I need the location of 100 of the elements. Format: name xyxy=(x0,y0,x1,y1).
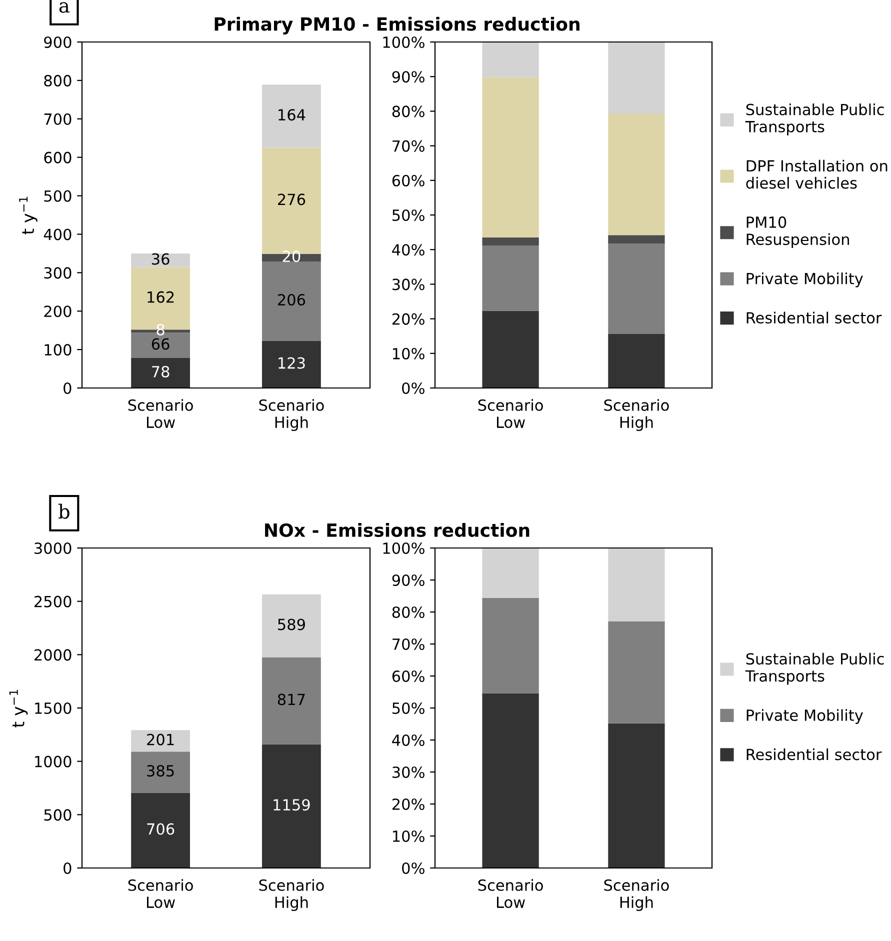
x-tick-label: Scenario Low xyxy=(128,879,193,908)
data-label: 123 xyxy=(278,357,305,369)
bar xyxy=(608,114,665,236)
y-tick-label: 0% xyxy=(402,862,424,874)
bar xyxy=(131,752,190,793)
bar xyxy=(482,77,539,238)
y-tick-label: 500 xyxy=(44,190,72,202)
bar xyxy=(608,548,665,622)
chart-title: NOx - Emissions reduction xyxy=(265,523,530,537)
y-tick-label: 300 xyxy=(44,267,72,279)
bar xyxy=(608,334,665,388)
y-tick-label: 0 xyxy=(64,862,72,874)
y-tick-label: 0 xyxy=(64,382,72,394)
bar xyxy=(482,237,539,246)
y-tick-label: 400 xyxy=(44,228,72,240)
legend-label: PM10 Resuspension xyxy=(746,216,849,248)
legend-label: Sustainable Public Transports xyxy=(745,652,884,685)
y-tick-label: 2000 xyxy=(34,649,72,661)
x-tick-label: Scenario Low xyxy=(478,879,543,908)
y-axis-title: t y$^{−1}$ xyxy=(19,196,38,234)
bar xyxy=(131,730,190,752)
y-tick-label: 900 xyxy=(44,36,72,48)
y-tick-label: 200 xyxy=(44,306,72,318)
y-tick-label: 3000 xyxy=(34,542,72,554)
legend-label: Residential sector xyxy=(746,312,882,324)
bar xyxy=(262,744,321,868)
y-tick-label: 20% xyxy=(392,313,424,325)
legend-label: Private Mobility xyxy=(746,272,863,288)
data-label: 78 xyxy=(152,366,170,378)
bar xyxy=(608,235,665,244)
legend-label: DPF Installation on diesel vehicles xyxy=(746,160,888,189)
data-label: 164 xyxy=(278,109,306,121)
y-tick-label: 70% xyxy=(392,140,424,152)
bar xyxy=(131,358,190,388)
y-tick-label: 80% xyxy=(392,606,424,618)
y-tick-label: 60% xyxy=(392,174,424,186)
bar xyxy=(608,621,665,724)
y-tick-label: 1500 xyxy=(35,702,72,714)
text: b xyxy=(58,504,70,519)
data-label: 201 xyxy=(147,734,174,746)
y-tick-label: 800 xyxy=(44,74,72,86)
bar xyxy=(262,262,321,341)
y-tick-label: 500 xyxy=(44,809,72,821)
y-tick-label: 2500 xyxy=(34,596,72,608)
y-axis-title: t y$^{−1}$ xyxy=(9,690,28,728)
data-label: 589 xyxy=(278,618,305,630)
bar xyxy=(482,693,539,868)
legend-label: Residential sector xyxy=(746,748,882,760)
data-label: 276 xyxy=(278,194,306,206)
y-tick-label: 20% xyxy=(392,798,424,810)
y-tick-label: 10% xyxy=(393,830,424,842)
x-tick-label: Scenario Low xyxy=(128,399,193,428)
bar xyxy=(131,253,190,268)
x-tick-label: Scenario High xyxy=(259,879,324,912)
bar xyxy=(482,245,539,311)
y-tick-label: 50% xyxy=(392,702,424,714)
bar xyxy=(262,594,321,658)
y-tick-label: 100 xyxy=(44,344,72,356)
bar xyxy=(262,340,321,388)
data-label: 206 xyxy=(278,294,306,306)
x-tick-label: Scenario High xyxy=(259,399,324,432)
bar xyxy=(608,42,665,114)
data-label: 1159 xyxy=(274,799,310,811)
y-tick-label: 80% xyxy=(392,106,424,118)
bar xyxy=(262,84,321,148)
y-tick-label: 60% xyxy=(392,670,424,682)
bar xyxy=(262,657,321,744)
bar xyxy=(608,723,665,868)
data-label: 385 xyxy=(147,765,174,777)
y-tick-label: 30% xyxy=(392,766,424,778)
data-label: 706 xyxy=(147,823,174,835)
legend-label: Private Mobility xyxy=(746,709,863,724)
legend-label: Sustainable Public Transports xyxy=(745,103,884,136)
y-tick-label: 50% xyxy=(392,209,424,222)
y-tick-label: 100% xyxy=(383,36,424,48)
y-tick-label: 40% xyxy=(392,734,424,746)
data-label: 162 xyxy=(148,291,174,303)
bar xyxy=(482,548,539,598)
y-tick-label: 0% xyxy=(402,382,424,394)
y-tick-label: 90% xyxy=(392,574,424,586)
bar xyxy=(482,42,539,78)
y-tick-label: 10% xyxy=(393,348,424,360)
data-label: 66 xyxy=(152,338,170,350)
x-tick-label: Scenario Low xyxy=(478,399,543,428)
y-tick-label: 1000 xyxy=(35,756,72,768)
bar xyxy=(608,244,665,334)
y-tick-label: 100% xyxy=(383,542,424,554)
y-tick-label: 40% xyxy=(392,244,424,256)
x-tick-label: Scenario High xyxy=(604,879,669,912)
data-label: 36 xyxy=(152,253,170,265)
data-label: 817 xyxy=(278,694,305,706)
data-label: 20 xyxy=(282,250,300,262)
text: a xyxy=(59,2,70,13)
y-tick-label: 90% xyxy=(392,71,424,83)
y-tick-label: 600 xyxy=(44,152,72,164)
y-tick-label: 30% xyxy=(392,278,424,290)
bar xyxy=(131,792,190,868)
chart-title: Primary PM10 - Emissions reduction xyxy=(214,16,580,34)
bar xyxy=(482,598,539,694)
y-tick-label: 700 xyxy=(44,113,72,125)
